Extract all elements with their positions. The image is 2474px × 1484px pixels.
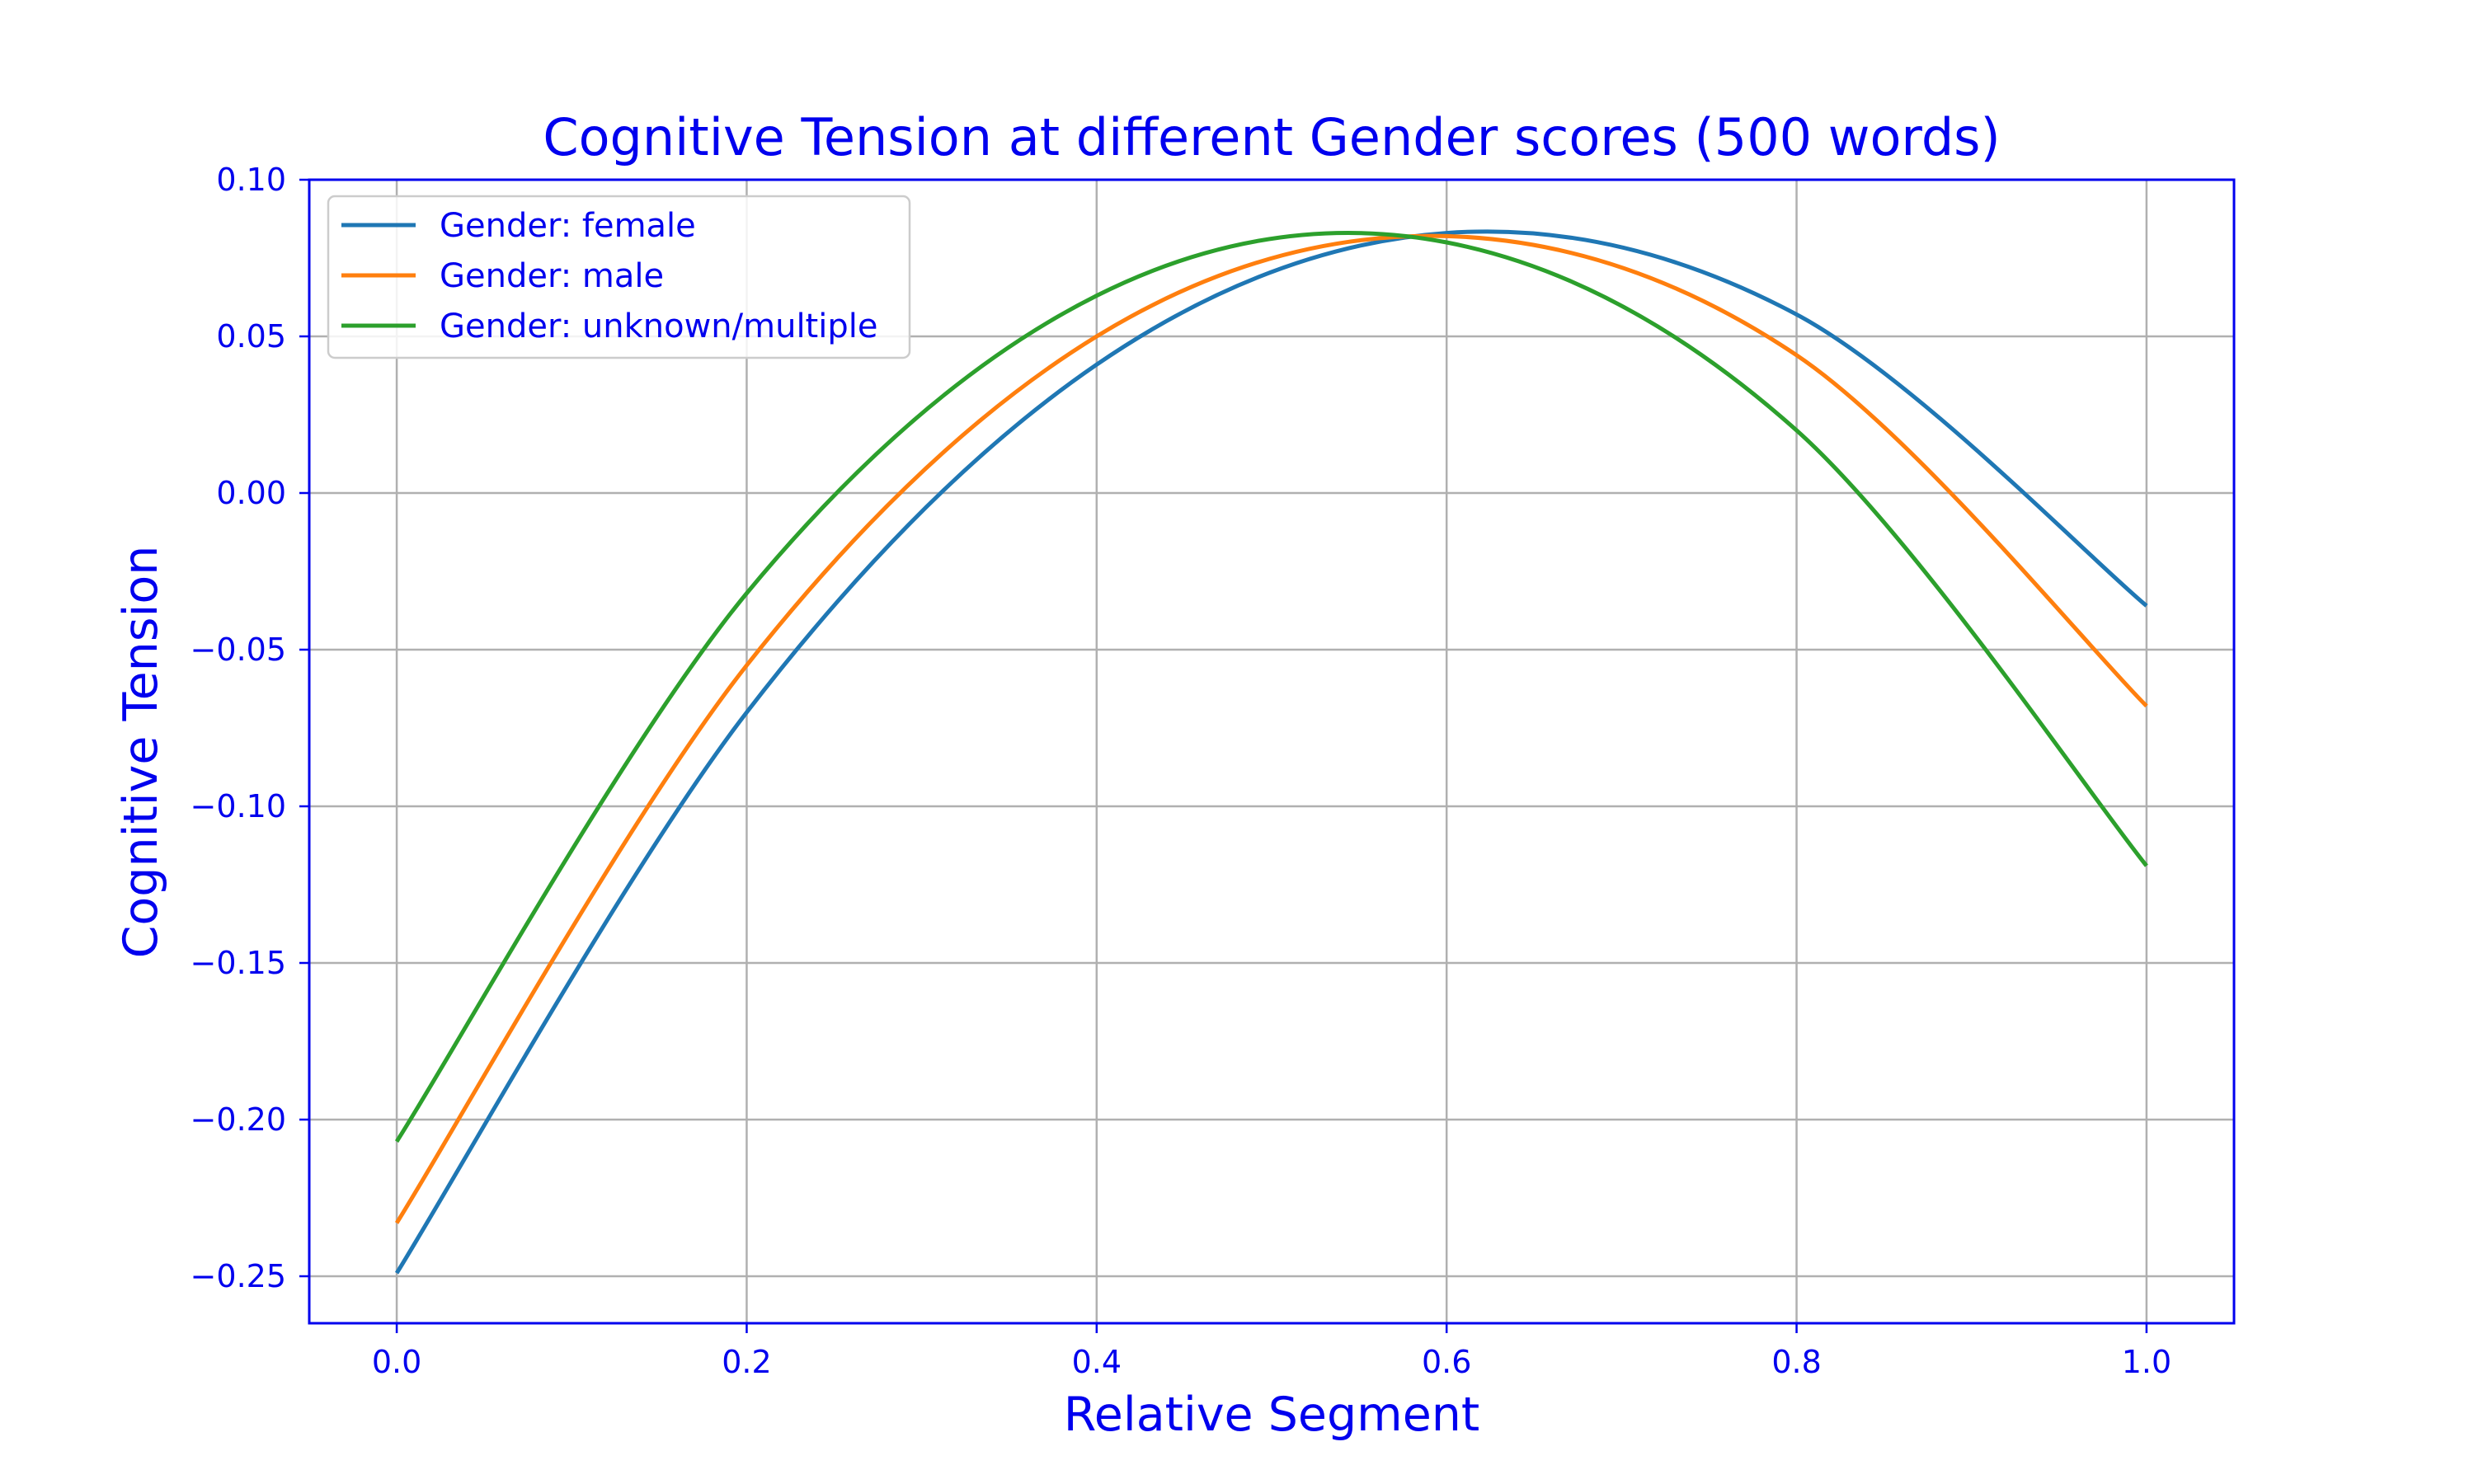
y-tick-label: −0.25 — [190, 1258, 286, 1294]
x-axis-label: Relative Segment — [1064, 1388, 1479, 1442]
legend-label: Gender: male — [440, 257, 664, 295]
y-tick-label: −0.15 — [190, 945, 286, 981]
legend-label: Gender: unknown/multiple — [440, 308, 877, 345]
legend-box — [327, 195, 911, 359]
y-tick-label: −0.05 — [190, 632, 286, 668]
legend: Gender: female Gender: male Gender: unknow… — [327, 195, 911, 359]
series-layer — [394, 229, 2148, 1275]
x-tick-label: 0.0 — [372, 1344, 421, 1380]
ticks: 0.0 0.2 0.4 0.6 0.8 1.0 0.10 0.05 0.00 −0.05 −0.10… — [190, 162, 2172, 1380]
chart-title: Cognitive Tension at different Gender sc… — [543, 107, 2000, 167]
x-tick-label: 0.6 — [1422, 1344, 1471, 1380]
plot-frame — [308, 178, 2236, 1325]
y-axis-label: Cognitive Tension — [114, 546, 168, 959]
x-tick-label: 1.0 — [2122, 1344, 2171, 1380]
y-tick-label: −0.20 — [190, 1101, 286, 1138]
series-line — [394, 230, 2148, 1143]
x-tick-label: 0.4 — [1072, 1344, 1122, 1380]
legend-label: Gender: female — [440, 207, 696, 245]
series-line — [394, 233, 2148, 1224]
series-line — [394, 229, 2148, 1275]
y-tick-label: 0.05 — [216, 318, 286, 355]
y-tick-label: 0.00 — [216, 475, 286, 511]
y-tick-label: −0.10 — [190, 788, 286, 824]
x-tick-label: 0.2 — [722, 1344, 771, 1380]
y-tick-label: 0.10 — [216, 162, 286, 198]
x-tick-label: 0.8 — [1771, 1344, 1821, 1380]
